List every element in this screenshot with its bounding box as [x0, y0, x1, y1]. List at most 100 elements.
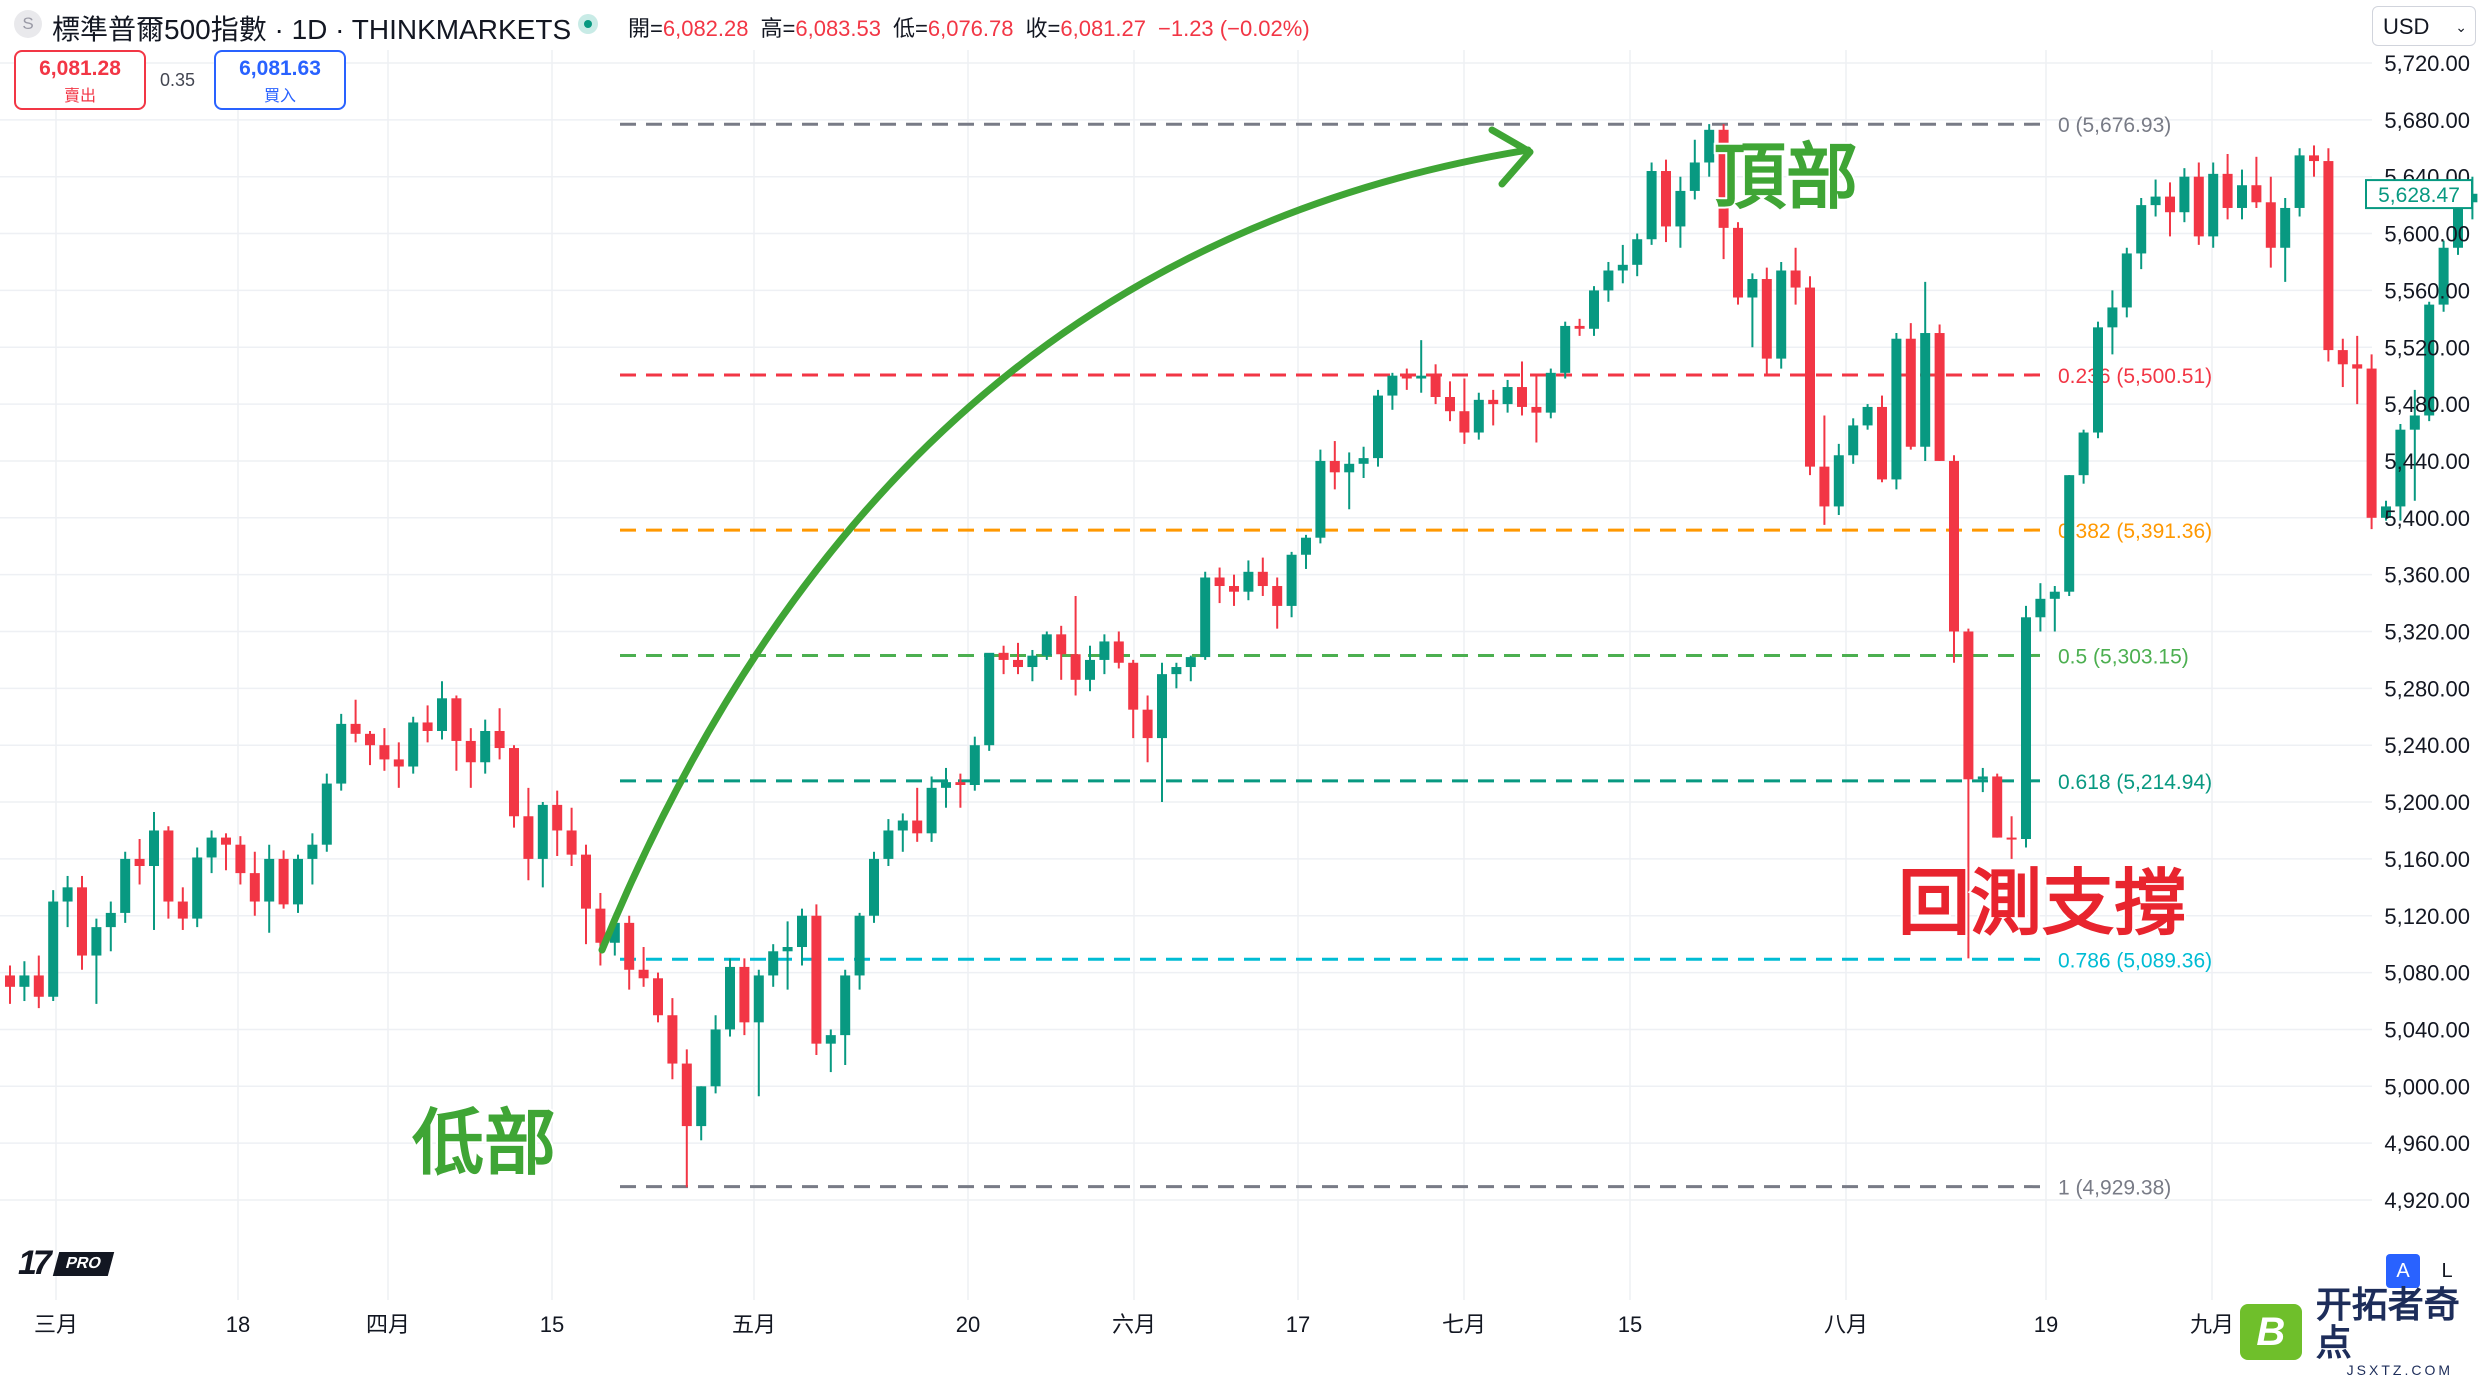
candle-body: [1229, 586, 1239, 592]
candle-body: [2093, 327, 2103, 433]
candle-body: [1430, 375, 1441, 397]
buy-label: 買入: [263, 88, 296, 105]
candles-series[interactable]: [5, 124, 2478, 1188]
time-tick-label: 三月: [34, 1312, 78, 1337]
time-tick-label: 17: [1286, 1312, 1310, 1337]
candle-body: [408, 722, 419, 767]
candle-body: [1992, 776, 2003, 838]
candle-body: [1632, 239, 1643, 265]
candle-body: [2136, 205, 2147, 254]
annotation-top: 頂部: [1714, 135, 1858, 219]
candle-body: [926, 787, 937, 834]
watermark-url: JSXTZ.COM: [2346, 1362, 2454, 1378]
price-tick-label: 5,480.00: [2384, 392, 2470, 417]
candle-body: [1085, 659, 1095, 680]
candle-body: [1344, 463, 1355, 473]
candle-body: [1056, 634, 1067, 655]
candle-body: [739, 966, 750, 1023]
buy-button[interactable]: 6,081.63 買入: [214, 50, 346, 110]
candle-body: [1373, 395, 1383, 459]
high-value: 6,083.53: [795, 16, 881, 41]
candle-body: [1171, 667, 1182, 675]
candle-body: [782, 947, 793, 952]
candle-body: [1301, 537, 1311, 555]
candle-body: [523, 816, 534, 859]
time-tick-label: 15: [540, 1312, 564, 1337]
price-tick-label: 4,920.00: [2384, 1188, 2470, 1213]
log-scale-button[interactable]: L: [2430, 1254, 2464, 1288]
currency-select[interactable]: USD ⌄: [2372, 6, 2476, 46]
candle-body: [638, 969, 649, 979]
candle-body: [2035, 598, 2046, 618]
candle-body: [206, 837, 217, 858]
close-value: 6,081.27: [1060, 16, 1146, 41]
candlestick-chart[interactable]: 0 (5,676.93) 0.236 (5,500.51) 0.382 (5,391…: [0, 0, 2484, 1348]
price-axis[interactable]: 4,920.00 4,960.00 5,000.00 5,040.00 5,080.00…: [2365, 51, 2473, 1213]
tradingview-logo[interactable]: 17 PRO: [18, 1244, 114, 1283]
candle-body: [840, 975, 851, 1036]
candle-body: [2381, 506, 2391, 518]
candle-body: [2006, 837, 2017, 840]
time-tick-label: 15: [1618, 1312, 1642, 1337]
price-tick-label: 5,120.00: [2384, 904, 2470, 929]
candle-body: [350, 723, 361, 734]
candle-body: [1819, 466, 1830, 507]
candle-body: [2165, 196, 2175, 213]
candle-body: [2280, 207, 2291, 248]
candle-body: [134, 858, 145, 867]
trend-arrow: [598, 146, 1532, 954]
auto-scale-button[interactable]: A: [2386, 1254, 2420, 1288]
candle-body: [1848, 425, 1859, 456]
sell-button[interactable]: 6,081.28 賣出: [14, 50, 146, 110]
time-tick-label: 五月: [732, 1312, 776, 1337]
price-tick-label: 5,400.00: [2384, 506, 2470, 531]
candle-body: [1128, 662, 1139, 710]
time-tick-label: 四月: [366, 1312, 410, 1337]
candle-body: [393, 759, 404, 767]
candle-body: [1675, 190, 1686, 227]
candle-body: [437, 698, 447, 731]
candle-body: [2323, 161, 2334, 351]
candle-body: [1517, 387, 1527, 407]
candle-body: [1761, 279, 1772, 359]
candle-body: [365, 733, 375, 746]
open-label: 開=: [628, 16, 663, 41]
time-axis[interactable]: 三月 18 四月 15 五月 20 六月 17 七月 15 八月 19 九月: [34, 1312, 2234, 1337]
candle-body: [566, 830, 577, 855]
ohlc-readout: 開=6,082.28 高=6,083.53 低=6,076.78 收=6,081.27…: [628, 11, 1322, 43]
candle-body: [883, 830, 894, 859]
candle-body: [1891, 338, 1902, 480]
candle-body: [998, 652, 1009, 660]
candle-body: [62, 887, 73, 902]
candle-body: [2366, 368, 2377, 518]
candle-body: [1977, 776, 1988, 780]
candle-body: [969, 745, 980, 785]
time-tick-label: 19: [2034, 1312, 2058, 1337]
candle-body: [797, 915, 807, 948]
candle-body: [293, 858, 303, 905]
candle-body: [1862, 406, 1873, 426]
candle-body: [1877, 406, 1887, 480]
candle-body: [1099, 641, 1110, 660]
candle-body: [120, 858, 131, 913]
symbol-title[interactable]: 標準普爾500指數 · 1D · THINKMARKETS: [52, 14, 572, 45]
candle-body: [2222, 173, 2233, 208]
candle-body: [581, 854, 591, 909]
change-value: −1.23 (−0.02%): [1158, 16, 1310, 41]
candle-body: [1920, 333, 1931, 447]
candle-body: [2337, 350, 2348, 365]
watermark: B 开拓者奇点 JSXTZ.COM: [2240, 1286, 2484, 1378]
price-tick-label: 5,040.00: [2384, 1017, 2470, 1042]
candle-body: [753, 975, 764, 1023]
candle-body: [1545, 372, 1556, 413]
low-value: 6,076.78: [927, 16, 1014, 41]
candle-body: [1387, 375, 1398, 396]
candle-body: [854, 915, 865, 976]
price-tick-label: 5,520.00: [2384, 335, 2470, 360]
candle-body: [897, 820, 908, 831]
candle-body: [163, 830, 174, 902]
candle-body: [955, 782, 966, 785]
candle-body: [465, 740, 476, 763]
candle-body: [1589, 290, 1599, 329]
fib-level-label: 0.382 (5,391.36): [2058, 520, 2212, 543]
